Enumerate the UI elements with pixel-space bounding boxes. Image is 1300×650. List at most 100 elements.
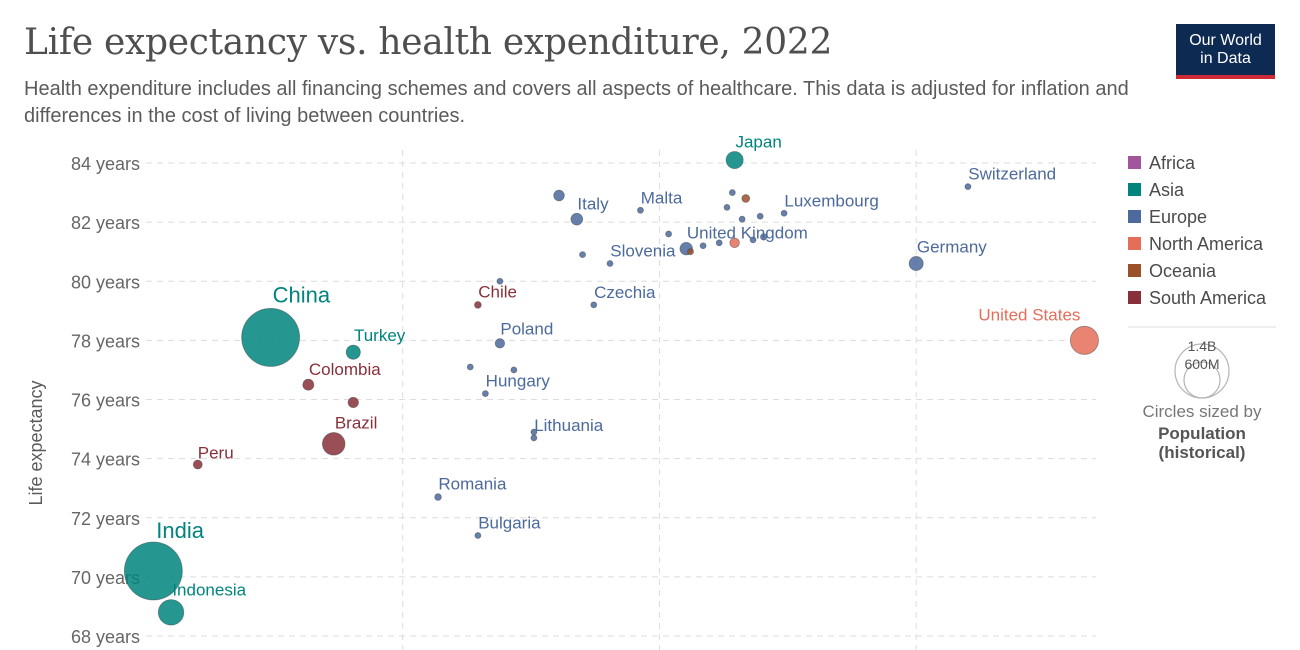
point-sweden[interactable]	[756, 212, 764, 220]
y-tick-label: 74 years	[71, 450, 140, 470]
legend-swatch-north-america[interactable]	[1128, 237, 1141, 250]
point-label-hungary: Hungary	[486, 372, 551, 391]
size-legend: 1.4B 600M Circles sized by Population (h…	[1142, 338, 1262, 462]
point-label-lithuania: Lithuania	[534, 416, 604, 435]
point-peru[interactable]	[192, 459, 203, 470]
point-japan[interactable]	[725, 151, 744, 170]
point-spain[interactable]	[553, 189, 565, 202]
point-label-malta: Malta	[641, 188, 683, 207]
chart-subtitle: Health expenditure includes all financin…	[24, 78, 1129, 127]
point-label-czechia: Czechia	[594, 283, 656, 302]
size-legend-caption: Circles sized by	[1142, 402, 1262, 421]
point-turkey[interactable]	[345, 344, 361, 360]
point-hungary[interactable]	[481, 390, 489, 397]
point-latvia[interactable]	[530, 428, 538, 436]
point-italy[interactable]	[570, 212, 584, 226]
point-ireland[interactable]	[738, 215, 746, 223]
y-axis-label: Life expectancy	[26, 380, 46, 505]
legend-label-north-america[interactable]: North America	[1149, 234, 1264, 254]
point-label-peru: Peru	[198, 444, 234, 463]
y-axis-ticks: 84 years 82 years 80 years 78 years 76 years…	[71, 154, 140, 647]
point-label-indonesia: Indonesia	[172, 581, 246, 600]
legend-label-europe[interactable]: Europe	[1149, 207, 1207, 227]
point-slovenia[interactable]	[606, 260, 614, 267]
size-legend-metric-note: (historical)	[1159, 443, 1246, 462]
point-brazil[interactable]	[322, 432, 346, 456]
size-legend-small-circle	[1183, 361, 1221, 399]
y-tick-label: 70 years	[71, 568, 140, 588]
y-tick-label: 82 years	[71, 213, 140, 233]
point-colombia[interactable]	[302, 378, 315, 391]
point-india[interactable]	[123, 541, 183, 601]
point-new-zealand[interactable]	[687, 248, 694, 256]
point-label-romania: Romania	[438, 475, 507, 494]
point-australia[interactable]	[741, 194, 751, 203]
logo-line-2: in Data	[1200, 50, 1251, 67]
point-poland[interactable]	[494, 338, 506, 349]
y-tick-label: 72 years	[71, 509, 140, 529]
legend-swatch-asia[interactable]	[1128, 183, 1141, 196]
point-czechia[interactable]	[590, 301, 598, 309]
point-belgium[interactable]	[715, 239, 723, 247]
point-chile[interactable]	[474, 301, 482, 309]
point-finland[interactable]	[665, 230, 672, 238]
y-tick-label: 80 years	[71, 272, 140, 292]
legend-swatch-africa[interactable]	[1128, 156, 1141, 169]
point-label-china: China	[273, 282, 331, 307]
legend-label-asia[interactable]: Asia	[1149, 180, 1185, 200]
point-croatia[interactable]	[466, 363, 474, 371]
point-label-united-kingdom: United Kingdom	[687, 223, 808, 242]
point-switzerland[interactable]	[964, 183, 972, 191]
legend-label-africa[interactable]: Africa	[1149, 153, 1196, 173]
point-slovakia[interactable]	[510, 366, 518, 374]
point-lithuania[interactable]	[530, 434, 538, 442]
legend-swatch-south-america[interactable]	[1128, 291, 1141, 304]
point-norway[interactable]	[723, 203, 731, 211]
point-bulgaria[interactable]	[474, 532, 482, 539]
point-portugal[interactable]	[579, 251, 586, 259]
legend: Africa Asia Europe North America Oceania Sout…	[1128, 153, 1267, 308]
point-romania[interactable]	[434, 493, 442, 501]
point-indonesia[interactable]	[157, 599, 185, 626]
point-label-poland: Poland	[500, 320, 553, 339]
point-label-united-states: United States	[978, 305, 1080, 324]
size-legend-metric: Population	[1158, 424, 1246, 443]
point-label-brazil: Brazil	[335, 414, 378, 433]
point-label-slovenia: Slovenia	[610, 242, 676, 261]
legend-swatch-oceania[interactable]	[1128, 264, 1141, 277]
legend-label-oceania[interactable]: Oceania	[1149, 261, 1217, 281]
point-label-chile: Chile	[478, 282, 517, 301]
point-estonia[interactable]	[496, 277, 504, 285]
legend-label-south-america[interactable]: South America	[1149, 288, 1267, 308]
point-label-bulgaria: Bulgaria	[478, 513, 541, 532]
point-canada[interactable]	[729, 237, 740, 249]
owid-logo[interactable]: Our World in Data	[1176, 24, 1275, 79]
point-china[interactable]	[241, 308, 301, 367]
point-labels: Japan Switzerland Italy Malta Luxembourg Slov…	[156, 132, 1080, 599]
point-label-colombia: Colombia	[309, 360, 381, 379]
grid-lines	[146, 150, 1096, 650]
point-luxembourg[interactable]	[780, 209, 788, 217]
point-label-switzerland: Switzerland	[968, 165, 1056, 184]
point-argentina[interactable]	[347, 396, 359, 409]
point-denmark[interactable]	[699, 242, 707, 250]
legend-swatch-europe[interactable]	[1128, 210, 1141, 223]
chart-title: Life expectancy vs. health expenditure, …	[24, 22, 833, 63]
point-iceland[interactable]	[728, 189, 736, 196]
point-germany[interactable]	[908, 256, 924, 271]
y-tick-label: 68 years	[71, 627, 140, 647]
point-label-germany: Germany	[917, 237, 987, 256]
y-tick-label: 78 years	[71, 331, 140, 351]
y-tick-label: 84 years	[71, 154, 140, 174]
point-united-states[interactable]	[1069, 325, 1099, 355]
point-netherlands[interactable]	[760, 233, 768, 241]
size-legend-small-label: 600M	[1184, 356, 1219, 372]
point-austria[interactable]	[749, 236, 757, 244]
point-label-india: India	[156, 518, 204, 543]
point-label-italy: Italy	[577, 194, 609, 213]
size-legend-big-label: 1.4B	[1188, 338, 1217, 354]
data-points	[123, 151, 1099, 626]
y-tick-label: 76 years	[71, 391, 140, 411]
point-malta[interactable]	[637, 206, 644, 214]
